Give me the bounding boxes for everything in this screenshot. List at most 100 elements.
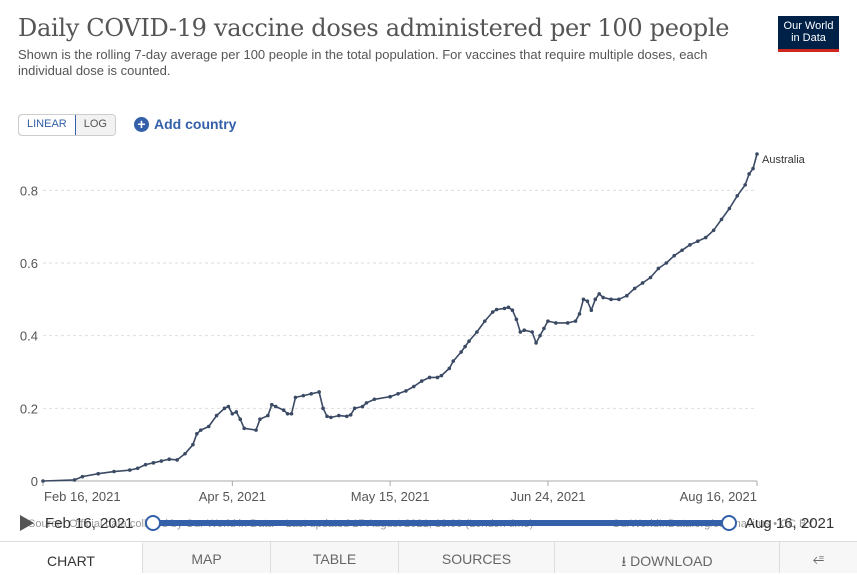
tab-sources[interactable]: SOURCES: [399, 542, 555, 573]
data-point[interactable]: [747, 172, 751, 176]
data-point[interactable]: [439, 373, 444, 378]
data-point[interactable]: [72, 478, 77, 482]
add-country-button[interactable]: + Add country: [134, 116, 236, 132]
data-point[interactable]: [609, 297, 613, 302]
data-point[interactable]: [589, 308, 594, 313]
data-point[interactable]: [427, 375, 432, 380]
data-point[interactable]: [463, 344, 467, 349]
data-point[interactable]: [360, 404, 365, 409]
data-point[interactable]: [183, 451, 187, 456]
data-point[interactable]: [258, 417, 262, 422]
data-point[interactable]: [301, 393, 306, 398]
data-point[interactable]: [506, 305, 511, 310]
data-point[interactable]: [680, 248, 684, 253]
timeline-start-handle[interactable]: [145, 515, 161, 531]
data-point[interactable]: [435, 375, 440, 380]
log-scale-button[interactable]: LOG: [75, 115, 115, 135]
timeline-end-handle[interactable]: [721, 515, 737, 531]
data-point[interactable]: [483, 319, 487, 323]
data-point[interactable]: [625, 293, 629, 298]
data-point[interactable]: [719, 217, 724, 222]
data-point[interactable]: [696, 239, 700, 243]
data-point[interactable]: [151, 461, 156, 465]
data-point[interactable]: [593, 297, 598, 302]
data-point[interactable]: [226, 404, 231, 409]
data-point[interactable]: [266, 413, 270, 418]
data-point[interactable]: [648, 275, 653, 280]
data-point[interactable]: [325, 414, 329, 419]
data-point[interactable]: [135, 466, 140, 471]
data-point[interactable]: [755, 152, 759, 156]
data-point[interactable]: [490, 310, 495, 314]
tab-map[interactable]: MAP: [143, 542, 271, 573]
timeline-track[interactable]: [152, 520, 728, 526]
data-point[interactable]: [167, 457, 172, 462]
data-point[interactable]: [475, 330, 479, 334]
data-point[interactable]: [254, 428, 258, 432]
data-point[interactable]: [577, 312, 582, 316]
data-point[interactable]: [581, 297, 586, 302]
data-point[interactable]: [337, 413, 341, 418]
data-point[interactable]: [542, 326, 546, 331]
data-point[interactable]: [238, 417, 243, 422]
data-point[interactable]: [727, 206, 732, 211]
data-point[interactable]: [269, 402, 274, 407]
data-point[interactable]: [175, 458, 179, 462]
data-point[interactable]: [329, 415, 333, 420]
data-point[interactable]: [494, 307, 499, 312]
tab-share[interactable]: ⭀: [780, 542, 857, 573]
data-point[interactable]: [703, 235, 708, 240]
play-icon[interactable]: [20, 515, 34, 531]
data-point[interactable]: [195, 431, 199, 436]
data-point[interactable]: [554, 321, 558, 325]
linear-scale-button[interactable]: LINEAR: [18, 115, 76, 135]
data-point[interactable]: [672, 253, 676, 258]
data-point[interactable]: [419, 379, 424, 383]
data-point[interactable]: [352, 406, 357, 411]
data-point[interactable]: [206, 424, 211, 429]
data-point[interactable]: [309, 392, 314, 396]
data-point[interactable]: [751, 166, 755, 171]
tab-chart[interactable]: CHART: [0, 542, 143, 573]
data-point[interactable]: [656, 266, 661, 271]
data-point[interactable]: [447, 366, 452, 371]
data-point[interactable]: [522, 328, 527, 333]
data-point[interactable]: [412, 384, 416, 389]
data-point[interactable]: [502, 306, 507, 311]
data-point[interactable]: [321, 406, 325, 411]
data-point[interactable]: [538, 333, 542, 338]
data-point[interactable]: [364, 401, 369, 405]
data-point[interactable]: [293, 395, 298, 400]
data-point[interactable]: [230, 411, 235, 416]
tab-table[interactable]: TABLE: [271, 542, 399, 573]
data-point[interactable]: [273, 404, 278, 409]
data-point[interactable]: [372, 397, 377, 402]
data-point[interactable]: [317, 390, 321, 394]
series-label[interactable]: Australia: [762, 154, 806, 166]
data-point[interactable]: [80, 474, 85, 479]
data-point[interactable]: [573, 319, 578, 323]
data-point[interactable]: [404, 389, 408, 393]
data-point[interactable]: [348, 413, 353, 417]
data-point[interactable]: [191, 442, 195, 447]
data-point[interactable]: [565, 321, 570, 325]
data-point[interactable]: [510, 308, 515, 313]
data-point[interactable]: [396, 392, 400, 396]
data-point[interactable]: [96, 471, 101, 476]
data-point[interactable]: [344, 414, 349, 419]
data-point[interactable]: [530, 330, 534, 334]
data-point[interactable]: [451, 359, 456, 363]
data-point[interactable]: [617, 297, 621, 302]
data-point[interactable]: [234, 410, 239, 414]
data-point[interactable]: [688, 243, 692, 247]
data-point[interactable]: [664, 261, 669, 265]
data-point[interactable]: [711, 228, 716, 233]
data-point[interactable]: [41, 479, 45, 483]
data-point[interactable]: [214, 413, 219, 418]
owid-logo[interactable]: Our World in Data: [778, 16, 839, 52]
data-point[interactable]: [388, 394, 392, 399]
data-point[interactable]: [632, 286, 637, 291]
data-point[interactable]: [514, 317, 519, 322]
data-point[interactable]: [112, 469, 116, 474]
data-point[interactable]: [640, 281, 645, 285]
